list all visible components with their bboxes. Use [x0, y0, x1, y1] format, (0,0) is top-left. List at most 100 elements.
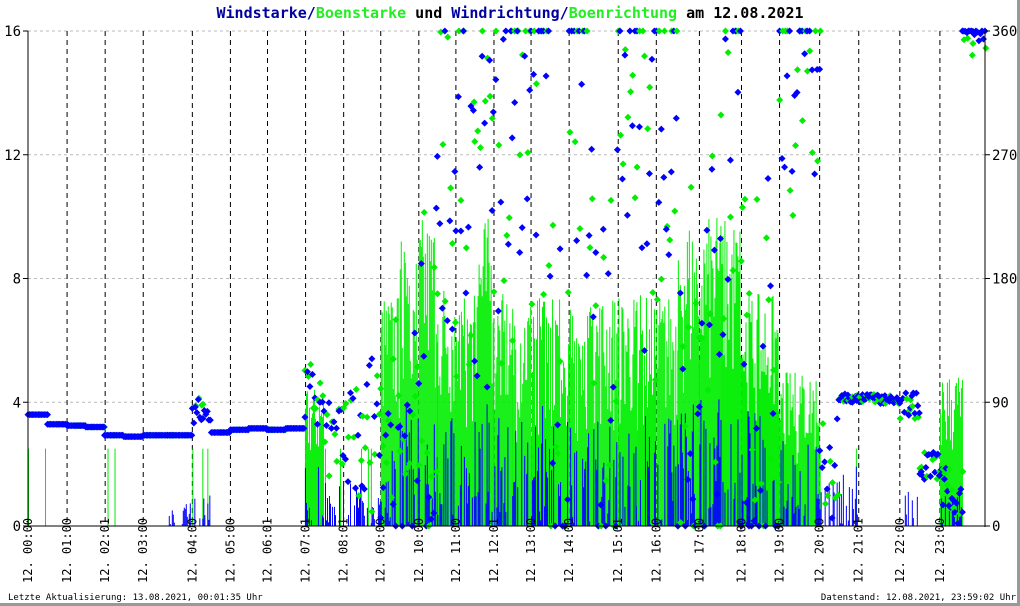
gust-direction-point [964, 34, 972, 42]
wind-direction-point [613, 146, 621, 154]
gust-direction-point [602, 477, 610, 485]
gust-direction-point [724, 49, 732, 57]
gust-direction-point [762, 234, 770, 242]
gust-direction-point [323, 411, 331, 419]
wind-direction-point [370, 412, 378, 420]
wind-direction-point [783, 72, 791, 80]
gust-direction-point [737, 257, 745, 265]
wind-direction-point [808, 66, 816, 74]
wind-direction-point [781, 163, 789, 171]
wind-direction-point [724, 275, 732, 283]
gust-direction-point [821, 500, 829, 508]
x-tick-label: 12. 09:00 [374, 518, 388, 583]
gust-direction-point [474, 127, 482, 135]
gust-direction-point [471, 137, 479, 145]
gust-direction-point [352, 385, 360, 393]
gust-direction-point [505, 214, 513, 222]
wind-direction-point [769, 409, 777, 417]
wind-direction-point [352, 484, 360, 492]
gust-direction-point [711, 458, 719, 466]
wind-direction-point [300, 424, 308, 432]
gust-direction-point [530, 27, 538, 35]
wind-direction-point [952, 499, 960, 507]
title-und: und [406, 4, 452, 22]
wind-direction-point [190, 419, 198, 427]
wind-direction-point [686, 450, 694, 458]
y-tick-label-right: 0 [992, 519, 1000, 535]
gust-direction-point [721, 27, 729, 35]
gust-direction-point [423, 449, 431, 457]
x-tick-label: 12. 08:01 [337, 518, 351, 583]
wind-direction-point [554, 421, 562, 429]
gust-direction-point [420, 208, 428, 216]
wind-direction-point [726, 156, 734, 164]
y-tick-label-left: 12 [4, 148, 21, 164]
wind-direction-point [452, 227, 460, 235]
gust-direction-point [576, 225, 584, 233]
wind-direction-point [471, 357, 479, 365]
gust-direction-point [497, 359, 505, 367]
wind-direction-point [411, 329, 419, 337]
gust-direction-point [199, 400, 207, 408]
gust-direction-point [333, 457, 341, 465]
gust-direction-point [389, 355, 397, 363]
title-windstarke: Windstarke/ [216, 4, 316, 22]
wind-direction-point [801, 50, 809, 58]
gust-direction-point [708, 152, 716, 160]
wind-direction-point [488, 206, 496, 214]
wind-direction-point [764, 174, 772, 182]
gust-direction-point [366, 459, 374, 467]
gust-direction-point [685, 323, 693, 331]
wind-direction-point [970, 31, 978, 39]
gust-direction-point [552, 443, 560, 451]
gust-direction-point [651, 376, 659, 384]
wind-direction-point [325, 399, 333, 407]
gust-direction-point [371, 450, 379, 458]
gust-direction-point [605, 461, 613, 469]
gust-direction-point [644, 125, 652, 133]
gust-direction-point [428, 473, 436, 481]
gust-direction-point [653, 296, 661, 304]
gust-direction-point [528, 300, 536, 308]
gust-direction-point [717, 111, 725, 119]
wind-direction-point [816, 65, 824, 73]
gust-direction-point [379, 442, 387, 450]
wind-direction-point [719, 331, 727, 339]
wind-direction-point [476, 163, 484, 171]
gust-direction-point [516, 151, 524, 159]
gust-direction-point [590, 379, 598, 387]
wind-direction-point [740, 360, 748, 368]
wind-direction-point [638, 244, 646, 252]
wind-direction-point [833, 415, 841, 423]
gust-direction-point [571, 138, 579, 146]
wind-direction-point [516, 249, 524, 257]
wind-direction-point [648, 55, 656, 63]
gust-direction-point [592, 302, 600, 310]
wind-direction-point [643, 240, 651, 248]
wind-direction-point [667, 168, 675, 176]
wind-direction-point [347, 389, 355, 397]
wind-direction-point [199, 414, 207, 422]
gust-direction-point [607, 196, 615, 204]
wind-direction-point [912, 389, 920, 397]
wind-direction-point [592, 249, 600, 257]
x-tick-label: 12. 14:00 [562, 518, 576, 583]
gust-direction-point [671, 207, 679, 215]
gust-direction-point [816, 27, 824, 35]
wind-direction-point [573, 237, 581, 245]
wind-direction-point [623, 211, 631, 219]
wind-direction-point [318, 398, 326, 406]
wind-direction-point [403, 401, 411, 409]
wind-direction-point [546, 272, 554, 280]
wind-direction-point [940, 475, 948, 483]
wind-direction-point [793, 89, 801, 97]
wind-direction-point [365, 361, 373, 369]
wind-direction-point [344, 478, 352, 486]
wind-direction-point [497, 198, 505, 206]
wind-direction-point [396, 422, 404, 430]
y-tick-label-right: 360 [992, 24, 1017, 40]
wind-direction-point [521, 52, 529, 60]
wind-direction-point [401, 432, 409, 440]
gust-direction-point [361, 444, 369, 452]
gust-direction-point [392, 316, 400, 324]
